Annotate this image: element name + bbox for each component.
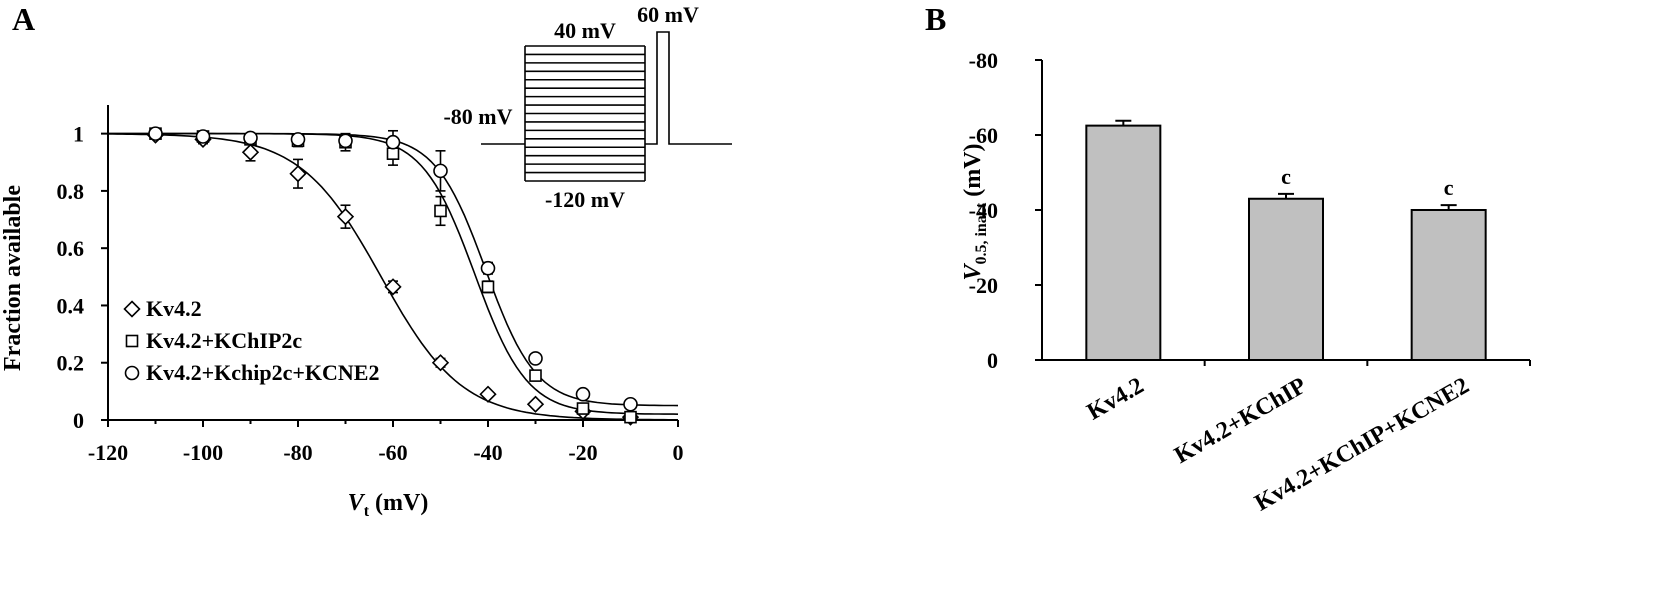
data-point-circle [243, 130, 258, 146]
protocol-top-label: 40 mV [554, 18, 616, 43]
data-point-diamond [431, 354, 450, 372]
x-tick-label-a: -120 [88, 440, 128, 465]
x-axis-title-sub: t [364, 503, 370, 520]
y-axis-title-b: V0.5, inact (mV) [960, 143, 990, 280]
y-tick-label-a: 1 [73, 122, 84, 147]
data-point-circle [195, 129, 211, 144]
legend-item: Kv4.2+Kchip2c+KCNE2 [124, 360, 379, 385]
x-tick-label-a: -100 [183, 440, 223, 465]
x-axis-title-unit: (mV) [375, 490, 428, 516]
x-tick-label-a: -80 [283, 440, 312, 465]
data-point-circle [385, 134, 401, 150]
data-point-circle [290, 132, 306, 147]
legend-item: Kv4.2+KChIP2c [125, 328, 302, 353]
x-axis-title-a: Vt (mV) [348, 490, 429, 520]
data-point-square [434, 204, 447, 218]
chart-a: -120 -100 -80 -60 -40 -20 0 0 0.2 0.4 0.6 0.8 1 40 m… [0, 2, 732, 520]
x-tick-label-a: -20 [568, 440, 597, 465]
legend-label: Kv4.2+KChIP2c [146, 328, 302, 353]
y-axis-title-a: Fraction available [0, 185, 26, 371]
legend: Kv4.2 Kv4.2+KChIP2c Kv4.2+Kchip2c+KCNE2 [123, 296, 379, 385]
data-point-circle [528, 351, 543, 366]
y-tick-label-b: -40 [969, 198, 998, 223]
data-point-diamond [241, 143, 260, 161]
data-point-square [529, 369, 542, 382]
data-point-square [624, 410, 637, 424]
x-tick-label-a: 0 [673, 440, 684, 465]
legend-marker-circle [124, 365, 140, 381]
x-axis-title-var: V [348, 490, 366, 516]
bar [1410, 209, 1487, 361]
protocol-bottom-label: -120 mV [545, 187, 625, 212]
y-tick-label-b: 0 [987, 348, 998, 373]
y-tick-label-a: 0.8 [57, 179, 85, 204]
category-label: Kv4.2+KChIP [1170, 373, 1311, 469]
data-point-circle [148, 126, 163, 141]
protocol-hold-label: -80 mV [443, 104, 512, 129]
category-label: Kv4.2 [1083, 373, 1149, 426]
y-tick-label-a: 0.6 [57, 236, 85, 261]
legend-label: Kv4.2+Kchip2c+KCNE2 [146, 360, 379, 385]
y-tick-label-a: 0 [73, 408, 84, 433]
data-point-circle [623, 396, 638, 412]
legend-marker-diamond [123, 300, 141, 318]
y-tick-label-b: -20 [969, 273, 998, 298]
legend-item: Kv4.2 [123, 296, 202, 321]
y-axis-title-unit: (mV) [960, 143, 986, 196]
protocol-test-label: 60 mV [637, 2, 699, 27]
significance-label: c [1281, 164, 1291, 189]
bar [1085, 124, 1162, 361]
data-point-circle [433, 163, 448, 179]
data-point-square [576, 402, 590, 415]
data-point-diamond [526, 395, 545, 413]
data-point-diamond [336, 208, 355, 226]
x-tick-label-a: -40 [473, 440, 502, 465]
x-tick-label-a: -60 [378, 440, 407, 465]
data-points [146, 126, 640, 426]
panel-a-label: A [12, 1, 35, 37]
data-point-diamond [384, 278, 402, 296]
voltage-protocol-inset: 40 mV 60 mV -80 mV -120 mV [443, 2, 732, 212]
y-tick-label-a: 0.2 [57, 351, 85, 376]
data-point-square [386, 147, 400, 160]
data-point-circle [480, 260, 496, 276]
y-axis-title-var: V [960, 263, 986, 281]
data-point-circle [338, 133, 353, 149]
y-tick-label-a: 0.4 [57, 293, 85, 318]
data-point-diamond [289, 165, 307, 183]
data-point-circle [575, 386, 591, 402]
protocol-test-pulse [645, 31, 732, 145]
data-point-diamond [479, 385, 497, 403]
legend-marker-square [125, 334, 139, 348]
y-tick-label-b: -80 [969, 48, 998, 73]
chart-a-axes: -120 -100 -80 -60 -40 -20 0 0 0.2 0.4 0.6 0.8 1 [57, 105, 684, 465]
panel-b-label: B [925, 1, 946, 37]
y-tick-label-b: -60 [969, 123, 998, 148]
significance-label: c [1444, 175, 1454, 200]
bar [1248, 197, 1324, 361]
legend-label: Kv4.2 [146, 296, 202, 321]
y-axis-title-sub: 0.5, inact [973, 202, 990, 264]
data-point-square [481, 280, 495, 294]
